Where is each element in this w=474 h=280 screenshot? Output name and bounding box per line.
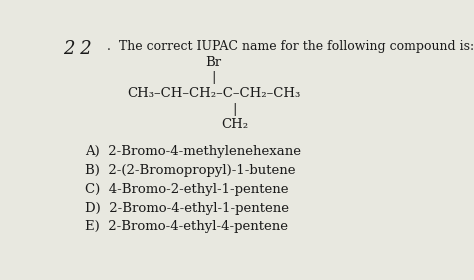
Text: E)  2-Bromo-4-ethyl-4-pentene: E) 2-Bromo-4-ethyl-4-pentene <box>85 220 288 234</box>
Text: Br: Br <box>205 56 222 69</box>
Text: C)  4-Bromo-2-ethyl-1-pentene: C) 4-Bromo-2-ethyl-1-pentene <box>85 183 289 195</box>
Text: B)  2-(2-Bromopropyl)-1-butene: B) 2-(2-Bromopropyl)-1-butene <box>85 164 295 177</box>
Text: .  The correct IUPAC name for the following compound is:: . The correct IUPAC name for the followi… <box>107 40 474 53</box>
Text: A)  2-Bromo-4-methylenehexane: A) 2-Bromo-4-methylenehexane <box>85 144 301 158</box>
Text: CH₃–CH–CH₂–C–CH₂–CH₃: CH₃–CH–CH₂–C–CH₂–CH₃ <box>127 87 300 101</box>
Text: D)  2-Bromo-4-ethyl-1-pentene: D) 2-Bromo-4-ethyl-1-pentene <box>85 202 289 214</box>
Text: |: | <box>211 71 216 84</box>
Text: |: | <box>233 103 237 116</box>
Text: CH₂: CH₂ <box>221 118 248 131</box>
Text: 2 2: 2 2 <box>63 40 91 58</box>
